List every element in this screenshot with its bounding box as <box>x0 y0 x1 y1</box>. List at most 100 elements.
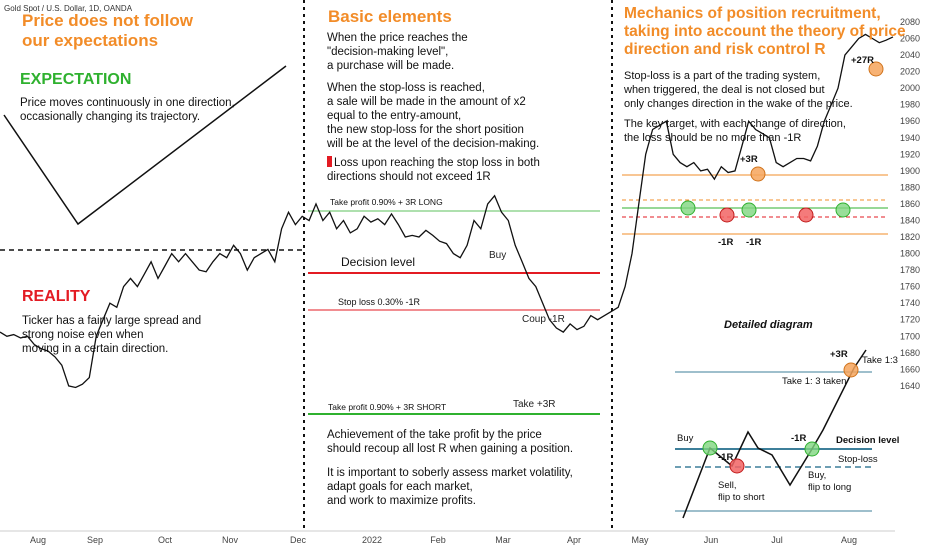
warning-line1: Loss upon reaching the stop loss in both <box>334 157 540 169</box>
take-label: Take +3R <box>513 399 556 410</box>
bottom-line-4: and work to maximize profits. <box>327 495 476 507</box>
middle-line-7: will be at the level of the decision-mak… <box>326 138 539 150</box>
y-tick-label: 1860 <box>900 199 920 209</box>
y-tick-label: 1660 <box>900 364 920 374</box>
right-heading-line3: direction and risk control R <box>624 41 826 58</box>
warning-icon <box>327 156 332 167</box>
y-tick-label: 1920 <box>900 149 920 159</box>
stop-label: Stop loss 0.30% -1R <box>338 297 421 307</box>
y-tick-label: 1640 <box>900 381 920 391</box>
marker-red-2 <box>798 207 814 223</box>
annot-plus3: +3R <box>740 154 758 165</box>
detail-plus3: +3R <box>830 349 848 360</box>
detail-sell-line2: flip to short <box>718 492 765 503</box>
detail-minus1-right: -1R <box>791 433 806 444</box>
x-tick-label: 2022 <box>362 535 382 545</box>
left-title-line2: our expectations <box>22 31 158 50</box>
middle-line-3: When the stop-loss is reached, <box>327 82 485 94</box>
expectation-line2: occasionally changing its trajectory. <box>20 111 200 123</box>
detail-title: Detailed diagram <box>724 319 813 331</box>
detail-marker-take <box>843 362 859 378</box>
x-tick-label: Feb <box>430 535 446 545</box>
x-tick-label: Aug <box>30 535 46 545</box>
detail-buy: Buy <box>677 433 694 444</box>
marker-green-1 <box>680 200 696 216</box>
tp-long-label: Take profit 0.90% + 3R LONG <box>330 197 443 207</box>
right-heading-line2: taking into account the theory of price <box>624 23 906 40</box>
x-tick-label: Nov <box>222 535 239 545</box>
reality-line2: strong noise even when <box>22 329 143 341</box>
annot-minus1-a: -1R <box>718 237 733 248</box>
x-tick-label: Jun <box>704 535 719 545</box>
y-tick-label: 2040 <box>900 50 920 60</box>
y-tick-label: 1740 <box>900 298 920 308</box>
detail-zigzag <box>682 349 867 519</box>
detail-sell-line1: Sell, <box>718 480 736 491</box>
y-tick-label: 1800 <box>900 249 920 259</box>
middle-line-5: equal to the entry-amount, <box>327 110 461 122</box>
buy-label: Buy <box>489 250 506 261</box>
right-text-4: the loss should be no more than -1R <box>624 132 801 144</box>
bottom-line-1: should recoup all lost R when gaining a … <box>327 443 573 455</box>
y-tick-label: 1940 <box>900 133 920 143</box>
detail-marker-buy2 <box>804 441 820 457</box>
y-tick-label: 1960 <box>900 116 920 126</box>
right-text-1: when triggered, the deal is not closed b… <box>623 84 825 96</box>
marker-orange-2 <box>868 61 884 77</box>
coup-label: Coup -1R <box>522 314 565 325</box>
middle-line-6: the new stop-loss for the short position <box>327 124 524 136</box>
middle-line-0: When the price reaches the <box>327 32 468 44</box>
x-tick-label: May <box>631 535 649 545</box>
x-tick-label: Dec <box>290 535 307 545</box>
detail-take13: Take 1:3 <box>862 355 898 366</box>
y-tick-label: 1980 <box>900 100 920 110</box>
detail-take1: Take 1: 3 taken <box>782 376 846 387</box>
right-text-2: only changes direction in the wake of th… <box>624 98 853 110</box>
y-tick-label: 1780 <box>900 265 920 275</box>
right-text-3: The key target, with each change of dire… <box>624 118 846 130</box>
symbol-label: Gold Spot / U.S. Dollar, 1D, OANDA <box>4 4 133 13</box>
reality-line3: moving in a certain direction. <box>22 343 168 355</box>
expectation-heading: EXPECTATION <box>20 71 131 88</box>
x-tick-label: Mar <box>495 535 511 545</box>
y-tick-label: 2020 <box>900 67 920 77</box>
x-tick-label: Jul <box>771 535 783 545</box>
reality-line1: Ticker has a fairly large spread and <box>22 315 201 327</box>
y-tick-label: 2080 <box>900 17 920 27</box>
detail-minus1-left: -1R <box>718 452 733 463</box>
y-tick-label: 2060 <box>900 34 920 44</box>
detail-marker-buy <box>702 440 718 456</box>
detail-buy-line2: flip to long <box>808 482 851 493</box>
marker-green-2 <box>741 202 757 218</box>
middle-line-1: "decision-making level", <box>327 46 448 58</box>
warning-line2: directions should not exceed 1R <box>327 171 491 183</box>
y-tick-label: 1880 <box>900 182 920 192</box>
bottom-line-0: Achievement of the take profit by the pr… <box>327 429 542 441</box>
x-axis: Aug Sep Oct Nov Dec 2022 Feb Mar Apr May Jun Jul Aug <box>30 535 857 545</box>
marker-red-1 <box>719 207 735 223</box>
y-tick-label: 2000 <box>900 83 920 93</box>
y-tick-label: 1820 <box>900 232 920 242</box>
bottom-line-2: It is important to soberly assess market… <box>327 467 573 479</box>
marker-green-3 <box>835 202 851 218</box>
annot-minus1-b: -1R <box>746 237 761 248</box>
left-title-line1: Price does not follow <box>22 11 194 30</box>
right-text-0: Stop-loss is a part of the trading syste… <box>624 70 820 82</box>
middle-heading: Basic elements <box>328 7 452 26</box>
detail-buy-line1: Buy, <box>808 470 826 481</box>
expectation-line1: Price moves continuously in one directio… <box>20 97 235 109</box>
detail-marker-sell <box>729 458 745 474</box>
detail-decision: Decision level <box>836 435 899 446</box>
y-tick-label: 1680 <box>900 348 920 358</box>
y-tick-label: 1700 <box>900 331 920 341</box>
y-tick-label: 1760 <box>900 282 920 292</box>
y-axis: 2080 2060 2040 2020 2000 1980 1960 1940 1920 1900… <box>900 17 920 391</box>
tp-short-label: Take profit 0.90% + 3R SHORT <box>328 402 446 412</box>
y-tick-label: 1840 <box>900 215 920 225</box>
price-series-line <box>0 33 894 389</box>
x-tick-label: Oct <box>158 535 173 545</box>
x-tick-label: Sep <box>87 535 103 545</box>
middle-line-4: a sale will be made in the amount of x2 <box>327 96 526 108</box>
